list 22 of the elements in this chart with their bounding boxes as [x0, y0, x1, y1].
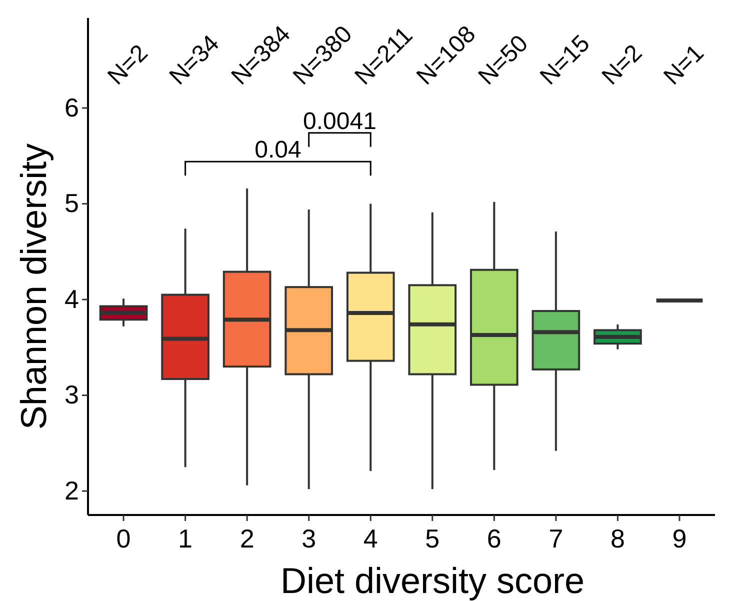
y-tick-label: 5: [64, 188, 79, 218]
x-tick-label: 2: [240, 523, 254, 554]
x-tick-label: 4: [363, 523, 378, 554]
y-tick-label: 4: [64, 284, 79, 314]
annotation: N=2: [102, 40, 154, 90]
x-tick-label: 8: [610, 523, 625, 554]
annotation: 0.04: [254, 136, 302, 164]
annotation: N=1: [658, 40, 710, 90]
annotation: 0.0041: [303, 108, 376, 135]
annotation: N=2: [596, 40, 648, 90]
x-tick-label: 5: [425, 523, 440, 554]
y-tick-label: 3: [64, 380, 79, 410]
x-axis-title: Diet diversity score: [280, 560, 585, 601]
x-tick-label: 7: [548, 523, 564, 554]
y-axis-title: Shannon diversity: [13, 143, 54, 430]
y-tick-label: 2: [64, 475, 79, 506]
x-tick-label: 3: [302, 523, 316, 554]
x-tick-label: 6: [486, 523, 502, 554]
x-tick-label: 1: [178, 523, 193, 554]
x-tick-label: 0: [116, 523, 131, 554]
x-tick-label: 9: [672, 523, 687, 554]
y-tick-label: 6: [64, 92, 79, 122]
